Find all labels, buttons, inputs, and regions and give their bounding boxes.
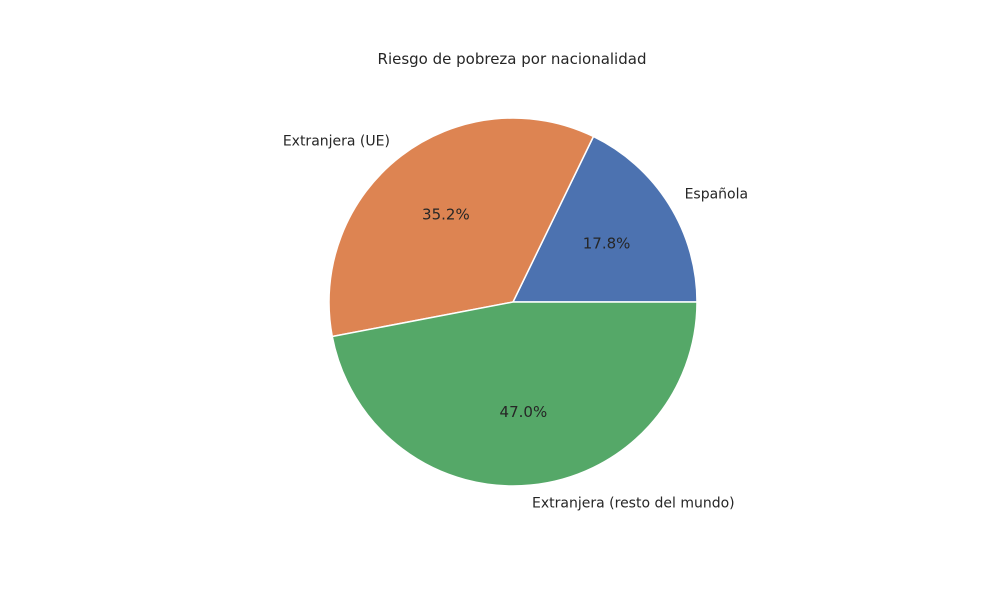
slice-percent-label: 47.0%	[500, 403, 548, 421]
slice-percent-label: 35.2%	[422, 205, 470, 223]
pie-slice	[328, 117, 595, 338]
slice-label: Española	[685, 187, 749, 203]
pie-wedges	[328, 117, 698, 487]
pie-slice	[331, 301, 698, 487]
pie-slice	[512, 135, 698, 303]
slice-percent-label: 17.8%	[583, 234, 631, 252]
slice-label: Extranjera (UE)	[283, 133, 390, 149]
slice-label: Extranjera (resto del mundo)	[532, 496, 735, 512]
pie-labels: Española 17.8% Extranjera (UE) 35.2% Extranj…	[283, 133, 748, 511]
chart-title: Riesgo de pobreza por nacionalidad	[378, 50, 647, 68]
